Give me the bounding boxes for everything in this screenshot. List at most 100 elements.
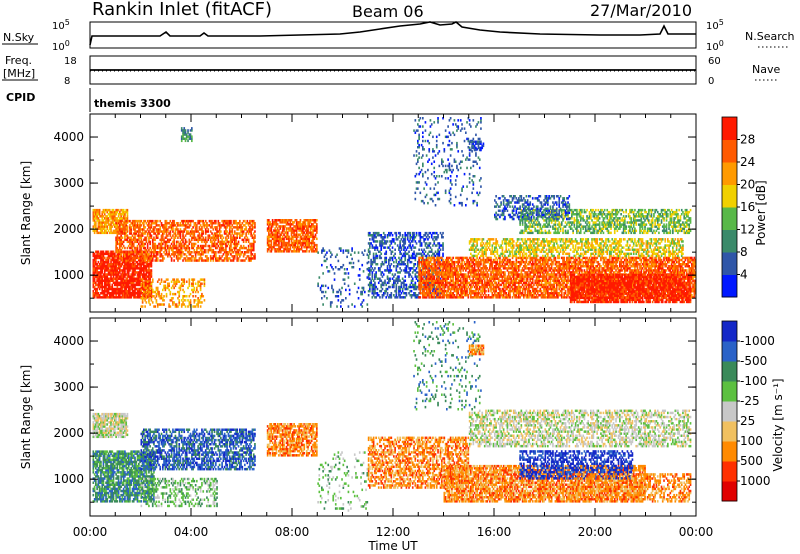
power-cell bbox=[152, 220, 154, 222]
power-cell bbox=[187, 287, 189, 289]
power-cell bbox=[94, 296, 96, 298]
power-cell bbox=[110, 275, 112, 277]
power-cell bbox=[149, 278, 151, 280]
power-cell bbox=[437, 267, 439, 269]
power-cell bbox=[162, 255, 164, 257]
power-cell bbox=[359, 278, 361, 280]
power-cell bbox=[163, 257, 165, 259]
power-cell bbox=[225, 228, 227, 230]
power-cell bbox=[283, 240, 285, 242]
power-cell bbox=[161, 281, 163, 283]
power-cell bbox=[401, 259, 403, 261]
power-cell bbox=[127, 257, 129, 259]
power-cell bbox=[157, 259, 159, 261]
power-cell bbox=[398, 275, 400, 277]
power-cell bbox=[316, 248, 318, 250]
power-cell bbox=[363, 270, 365, 272]
power-cell bbox=[205, 245, 207, 247]
power-cell bbox=[108, 251, 110, 253]
power-cell bbox=[282, 231, 284, 233]
power-cell bbox=[321, 264, 323, 266]
power-cell bbox=[244, 220, 246, 222]
power-cell bbox=[163, 251, 165, 253]
power-cell bbox=[377, 288, 379, 290]
power-cell bbox=[229, 257, 231, 259]
power-cell bbox=[177, 241, 179, 243]
power-cell bbox=[389, 286, 391, 288]
power-cell bbox=[130, 230, 132, 232]
power-cell bbox=[378, 232, 380, 234]
power-cell bbox=[196, 249, 198, 251]
power-cell bbox=[470, 273, 472, 275]
power-cell bbox=[117, 247, 119, 249]
power-cell bbox=[144, 247, 146, 249]
power-cell bbox=[191, 257, 193, 259]
power-cell bbox=[146, 249, 148, 251]
power-cell bbox=[354, 283, 356, 285]
power-cell bbox=[391, 296, 393, 298]
power-cell bbox=[404, 259, 406, 261]
power-cell bbox=[385, 284, 387, 286]
power-cell bbox=[157, 253, 159, 255]
nsky-tick-high: 105 bbox=[52, 18, 70, 32]
power-cell bbox=[408, 275, 410, 277]
power-cell bbox=[431, 259, 433, 261]
power-cell bbox=[144, 293, 146, 295]
power-cell bbox=[177, 278, 179, 280]
power-cell bbox=[322, 272, 324, 274]
power-cell bbox=[142, 299, 144, 301]
power-cell bbox=[177, 228, 179, 230]
power-cell bbox=[170, 293, 172, 295]
power-cell bbox=[288, 250, 290, 252]
power-cell bbox=[247, 237, 249, 239]
power-cell bbox=[165, 281, 167, 283]
power-cell bbox=[354, 251, 356, 253]
power-cell bbox=[369, 286, 371, 288]
power-cell bbox=[234, 257, 236, 259]
power-cell bbox=[416, 267, 418, 269]
power-cell bbox=[154, 243, 156, 245]
power-cell bbox=[180, 287, 182, 289]
power-cell bbox=[396, 290, 398, 292]
power-cell bbox=[201, 257, 203, 259]
power-cell bbox=[344, 278, 346, 280]
power-cell bbox=[228, 243, 230, 245]
power-cell bbox=[180, 237, 182, 239]
power-cell bbox=[332, 289, 334, 291]
power-cell bbox=[452, 275, 454, 277]
power-cell bbox=[369, 267, 371, 269]
power-cell bbox=[238, 228, 240, 230]
power-cell bbox=[172, 297, 174, 299]
power-cell bbox=[173, 243, 175, 245]
power-cell bbox=[173, 222, 175, 224]
power-cell bbox=[293, 231, 295, 233]
power-cell bbox=[154, 249, 156, 251]
power-cell bbox=[187, 299, 189, 301]
power-cell bbox=[178, 299, 180, 301]
power-cell bbox=[253, 245, 255, 247]
power-cell bbox=[399, 244, 401, 246]
power-cell bbox=[204, 278, 206, 280]
power-cell bbox=[119, 267, 121, 269]
power-cell bbox=[393, 265, 395, 267]
power-cell bbox=[161, 278, 163, 280]
power-cell bbox=[330, 264, 332, 266]
power-cell bbox=[308, 240, 310, 242]
power-cell bbox=[211, 220, 213, 222]
power-cell bbox=[118, 222, 120, 224]
power-cell bbox=[375, 275, 377, 277]
power-cell bbox=[117, 251, 119, 253]
power-cell bbox=[326, 297, 328, 299]
freq-panel bbox=[90, 56, 696, 84]
power-cell bbox=[354, 305, 356, 307]
power-cell bbox=[186, 241, 188, 243]
power-cell bbox=[468, 296, 470, 298]
power-cell bbox=[219, 259, 221, 261]
power-cell bbox=[183, 291, 185, 293]
power-cell bbox=[383, 238, 385, 240]
nsky-tick-low: 100 bbox=[52, 39, 70, 53]
power-cell bbox=[340, 305, 342, 307]
power-cell bbox=[322, 285, 324, 287]
power-cell bbox=[185, 305, 187, 307]
power-cell bbox=[377, 240, 379, 242]
